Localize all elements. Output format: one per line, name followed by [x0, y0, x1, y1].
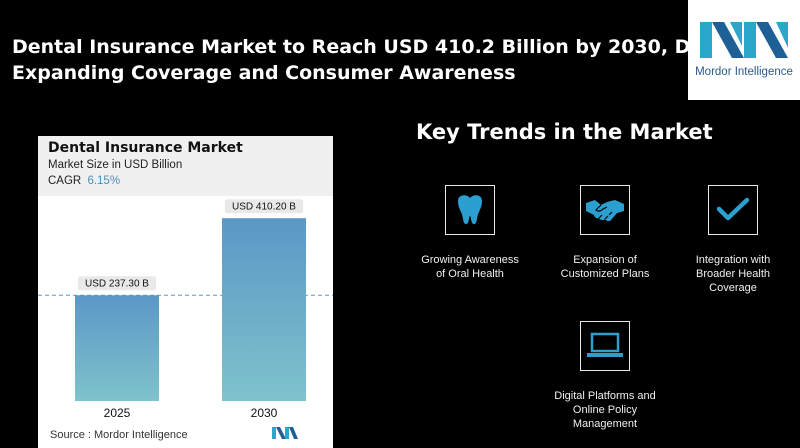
data-label: USD 237.30 B [85, 279, 149, 290]
chart-title: Dental Insurance Market [48, 140, 243, 156]
data-label-bg [78, 276, 156, 291]
cagr-label: CAGR [48, 175, 82, 187]
mordor-mini-logo-icon [272, 427, 298, 439]
x-tick-label: 2030 [251, 406, 278, 420]
headline-line-2: Expanding Coverage and Consumer Awarenes… [12, 62, 516, 84]
checkmark-icon [708, 185, 758, 235]
trend-label: Growing Awareness of Oral Health [421, 254, 519, 280]
chart-source: Source : Mordor Intelligence [50, 429, 188, 441]
mordor-logo-text: Mordor Intelligence [695, 66, 793, 78]
data-label-bg [225, 199, 303, 214]
x-tick-label: 2025 [104, 406, 131, 420]
trend-oral-health: Growing Awareness of Oral Health [400, 185, 540, 281]
bar [75, 295, 159, 401]
cagr-row: CAGR 6.15% [48, 175, 120, 187]
laptop-icon [580, 321, 630, 371]
data-label: USD 410.20 B [232, 202, 296, 213]
trend-digital-platforms: Digital Platforms and Online Policy Mana… [535, 321, 675, 431]
trend-customized-plans: Expansion of Customized Plans [535, 185, 675, 281]
bar-chart: USD 237.30 B 2025 USD 410.20 B 2030 [38, 199, 333, 420]
chart-subtitle: Market Size in USD Billion [48, 159, 183, 171]
cagr-value: 6.15% [87, 175, 121, 187]
handshake-icon [580, 185, 630, 235]
headline-line-1: Dental Insurance Market to Reach USD 410… [12, 36, 702, 58]
tooth-icon [445, 185, 495, 235]
trends-title: Key Trends in the Market [416, 120, 713, 144]
trend-broader-coverage: Integration with Broader Health Coverage [663, 185, 800, 295]
bar [222, 218, 306, 401]
chart-card-header: Dental Insurance Market Market Size in U… [38, 136, 333, 196]
headline: Dental Insurance Market to Reach USD 410… [12, 34, 702, 86]
market-chart-card: Dental Insurance Market Market Size in U… [38, 136, 333, 448]
mordor-logo: Mordor Intelligence [688, 0, 800, 100]
trend-label: Digital Platforms and Online Policy Mana… [554, 390, 656, 430]
trend-label: Expansion of Customized Plans [560, 254, 650, 280]
mordor-logo-mark-icon [700, 22, 788, 58]
trend-label: Integration with Broader Health Coverage [695, 254, 771, 294]
